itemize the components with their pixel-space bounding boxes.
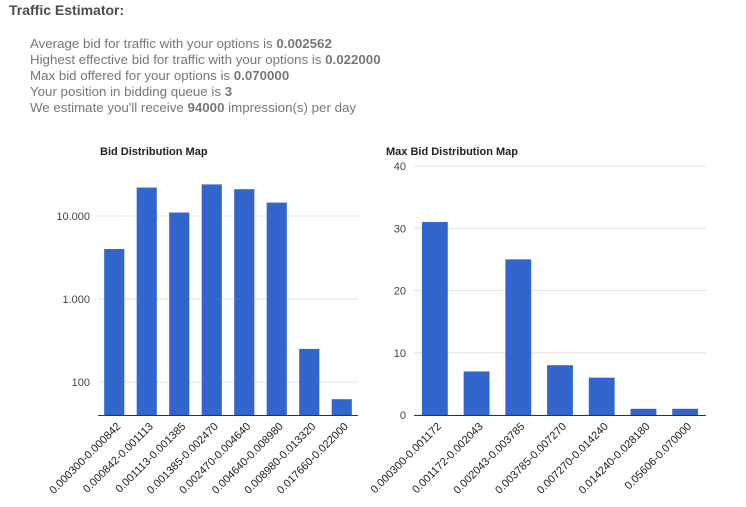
summary-line-queue-position: Your position in bidding queue is 3 [30,84,233,99]
max-bid-chart-y-tick-label: 0 [400,410,406,422]
max-bid-chart-x-tick-label: 0.003785-0.007270 [493,421,569,497]
max-bid-chart-bar [672,408,699,415]
summary-block: Average bid for traffic with your option… [30,36,381,116]
max-bid-chart-y-tick-label: 10 [394,348,406,360]
max-bid-chart-x-tick-label: 0.007270-0.014240 [535,421,611,497]
max-bid-chart-bar [630,408,657,415]
summary-line-highest-bid: Highest effective bid for traffic with y… [30,52,381,67]
bid-chart-y-tick-label: 100 [72,377,90,389]
bid-chart-y-tick-label: 1.000 [62,294,90,306]
max-bid-chart-x-tick-label: 0.002043-0.003785 [451,421,527,497]
bid-chart-bar [169,212,190,415]
max-bid-chart-bar [463,371,490,415]
max-bid-chart-x-tick-label: 0.000300-0.001172 [369,421,444,496]
max-bid-chart-bar [588,377,615,415]
bid-chart-bar [104,249,125,415]
bid-chart-y-tick-label: 10.000 [56,211,90,223]
max-bid-chart-bar [547,365,573,415]
summary-line-average-bid: Average bid for traffic with your option… [30,36,332,51]
max-bid-chart-bar [421,222,448,415]
section-title: Traffic Estimator: [9,2,125,18]
max-bid-chart-x-tick-label: 0.014240-0.028180 [577,421,653,497]
bid-chart-title: Bid Distribution Map [100,146,208,158]
bid-chart-bar [234,189,255,415]
summary-line-impressions: We estimate you'll receive 94000 impress… [30,100,357,115]
max-bid-chart-y-tick-label: 30 [394,223,406,235]
bid-chart-bar [331,399,352,415]
max-bid-chart-y-tick-label: 20 [394,286,406,298]
max-bid-chart-y-tick-label: 40 [394,161,406,173]
bid-chart-bar [136,187,157,415]
max-bid-chart-title: Max Bid Distribution Map [386,146,518,158]
max-bid-chart-bar [505,259,532,415]
bid-chart-bar [266,202,287,415]
bid-chart-bar [299,348,320,415]
summary-line-max-bid: Max bid offered for your options is 0.07… [30,68,290,83]
max-bid-chart-x-tick-label: 0.001172-0.002043 [410,421,485,496]
bid-chart-bar [201,184,222,415]
